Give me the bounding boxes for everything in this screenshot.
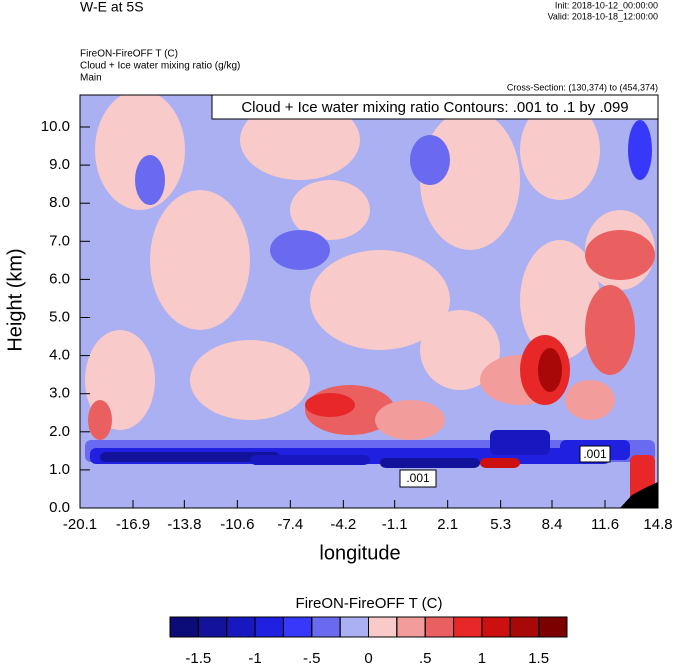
- x-tick-label: -1.1: [382, 516, 408, 533]
- field-patch: [270, 230, 330, 270]
- colorbar-label: 0: [364, 650, 372, 667]
- x-tick-label: -13.8: [167, 516, 201, 533]
- contour-field: [80, 95, 658, 508]
- y-tick-label: 9.0: [49, 156, 70, 173]
- field-patch: [100, 452, 280, 462]
- init-time: Init: 2018-10-12_00:00:00: [555, 0, 658, 10]
- contour-label: .001: [583, 447, 607, 461]
- colorbar-title: FireON-FireOFF T (C): [296, 595, 443, 612]
- field-patch: [420, 310, 500, 390]
- field-patch: [585, 230, 655, 280]
- field-patch: [250, 455, 370, 465]
- y-tick-label: 7.0: [49, 232, 70, 249]
- field-patch: [380, 458, 480, 468]
- colorbar-box: [481, 616, 511, 638]
- colorbar-box: [424, 616, 455, 638]
- field-patch: [538, 348, 562, 392]
- plot-frame: [79, 94, 659, 509]
- x-tick-label: 8.4: [542, 516, 563, 533]
- field-patch: [240, 100, 360, 180]
- field-patch: [410, 135, 450, 185]
- field-patch: [565, 380, 615, 420]
- contour-info: Cloud + Ice water mixing ratio Contours:…: [241, 99, 628, 116]
- y-tick-label: 4.0: [49, 347, 70, 364]
- y-tick-label: 3.0: [49, 385, 70, 402]
- y-axis-label: Height (km): [4, 248, 26, 351]
- colorbar-box: [368, 616, 398, 638]
- field-patch: [520, 100, 600, 200]
- colorbar-box: [396, 616, 426, 638]
- colorbar-box: [453, 616, 483, 638]
- x-tick-label: -10.6: [220, 516, 254, 533]
- y-tick-label: 2.0: [49, 423, 70, 440]
- field-patch: [305, 393, 355, 417]
- field-patch: [190, 340, 310, 420]
- contour-title: Cloud + Ice water mixing ratio (g/kg): [80, 61, 240, 72]
- colorbar-label: -1: [248, 650, 261, 667]
- colorbar-box: [254, 616, 284, 638]
- colorbar-label: 1: [478, 650, 486, 667]
- field-patch: [290, 180, 370, 240]
- field-patch: [520, 240, 600, 360]
- y-tick-label: 8.0: [49, 194, 70, 211]
- x-tick-label: 11.6: [591, 516, 619, 533]
- y-tick-label: 5.0: [49, 308, 70, 325]
- contour-label: .001: [406, 471, 430, 485]
- field-patch: [88, 400, 112, 440]
- colorbar-box: [339, 616, 369, 638]
- field-patch: [585, 285, 635, 375]
- colorbar-box: [197, 616, 228, 638]
- field-patch: [480, 458, 520, 468]
- domain: Main: [80, 73, 102, 84]
- y-tick-label: 1.0: [49, 461, 70, 478]
- contour-label-box: [579, 445, 611, 463]
- field-patch: [490, 430, 550, 455]
- x-tick-label: -4.2: [330, 516, 356, 533]
- colorbar-box: [169, 616, 199, 638]
- x-tick-label: 5.3: [490, 516, 511, 533]
- x-tick-label: 2.1: [437, 516, 458, 533]
- contour-label-box: [399, 469, 437, 488]
- terrain: [620, 482, 658, 508]
- field-patch: [628, 120, 652, 180]
- colorbar-label: .5: [419, 650, 432, 667]
- colorbar-label: -1.5: [185, 650, 211, 667]
- colorbar-box: [509, 616, 540, 638]
- colorbar-box: [538, 616, 568, 638]
- colorbar-box: [311, 616, 341, 638]
- x-tick-label: -7.4: [277, 516, 303, 533]
- valid-time: Valid: 2018-10-18_12:00:00: [548, 11, 658, 21]
- field-patch: [375, 400, 445, 440]
- x-tick-label: 14.8: [643, 516, 672, 533]
- colorbar-box: [226, 616, 256, 638]
- colorbar-box: [282, 616, 313, 638]
- y-tick-label: 6.0: [49, 270, 70, 287]
- field-patch: [310, 250, 450, 350]
- x-tick-label: -16.9: [116, 516, 150, 533]
- y-tick-label: 10.0: [41, 118, 70, 135]
- cross-section: Cross-Section: (130,374) to (454,374): [507, 82, 658, 92]
- field-patch: [135, 155, 165, 205]
- y-tick-label: 0.0: [49, 499, 70, 516]
- field-title: FireON-FireOFF T (C): [80, 49, 178, 60]
- chart-title: W-E at 5S: [80, 0, 144, 15]
- field-patch: [150, 190, 250, 330]
- colorbar-label: -.5: [303, 650, 321, 667]
- x-tick-label: -20.1: [63, 516, 97, 533]
- x-axis-label: longitude: [319, 542, 400, 564]
- colorbar-label: 1.5: [528, 650, 549, 667]
